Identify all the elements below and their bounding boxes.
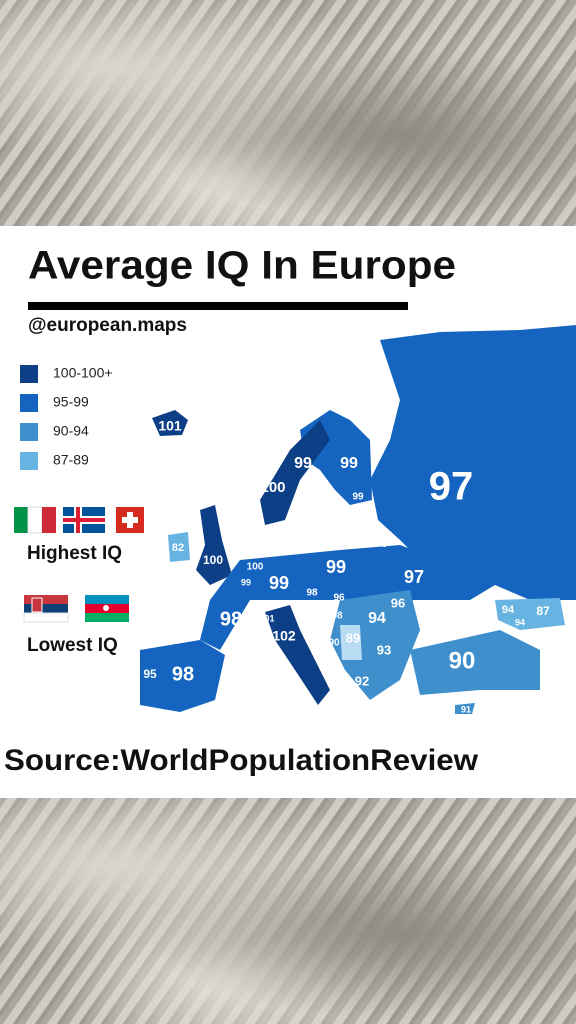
country-label: 82: [172, 542, 184, 554]
map: Average IQ In Europe @european.maps 100-…: [4, 244, 576, 777]
legend: 100-100+ 95-99 90-94 87-89: [20, 365, 113, 470]
western-balkans: [340, 625, 362, 660]
legend-swatch: [20, 452, 38, 470]
title-underline: [28, 302, 408, 310]
country-label: 99: [352, 492, 364, 503]
balkans: [330, 590, 420, 700]
country-label: 100: [247, 562, 264, 573]
country-label: 98: [352, 510, 364, 521]
highlight-label: Lowest IQ: [27, 635, 118, 656]
country-label: 98: [172, 663, 194, 685]
country-label: 98: [331, 611, 343, 622]
ireland: [168, 532, 190, 562]
country-label: 101: [158, 418, 182, 434]
country-label: 91: [461, 704, 471, 714]
legend-label: 95-99: [53, 394, 89, 410]
italy: [265, 605, 330, 705]
map-card: Average IQ In Europe @european.maps 100-…: [0, 226, 576, 798]
background-texture: [0, 0, 576, 226]
flag-azerbaijan: [85, 595, 129, 622]
country-label: 97: [404, 567, 424, 587]
country-label: 97: [372, 534, 390, 551]
country-label: 89: [346, 630, 360, 645]
country-label: 92: [355, 673, 369, 688]
iceland: [152, 410, 188, 436]
flag-italy: [14, 506, 56, 534]
country-label: 95: [143, 667, 157, 681]
legend-swatch: [20, 365, 38, 383]
country-label: 99: [326, 557, 346, 577]
flag-serbia: [23, 595, 69, 623]
uk: [196, 505, 232, 585]
background-texture: [0, 798, 576, 1024]
caucasus: [495, 598, 565, 630]
country-label: 91: [347, 527, 359, 538]
country-label: 98: [306, 588, 318, 599]
legend-label: 87-89: [53, 452, 89, 468]
flag-iceland: [63, 507, 105, 533]
country-label: 99: [269, 573, 289, 593]
norway: [260, 420, 330, 525]
russia: [370, 325, 576, 600]
title: Average IQ In Europe: [28, 244, 456, 288]
country-label: 96: [333, 593, 345, 604]
flag-switzerland: [116, 507, 144, 533]
central-europe: [200, 545, 470, 650]
country-label: 101: [259, 613, 274, 623]
country-label: 100: [301, 608, 318, 619]
country-label: 97: [429, 465, 474, 509]
country-label: 90: [328, 638, 340, 649]
country-label: 96: [391, 595, 405, 610]
handle: @european.maps: [28, 315, 187, 336]
country-label: 102: [272, 628, 296, 644]
legend-swatch: [20, 394, 38, 412]
cyprus: [455, 703, 475, 714]
country-label: 94: [515, 617, 525, 627]
turkey: [410, 630, 540, 695]
country-label: 94: [502, 604, 515, 616]
country-label: 100: [203, 553, 223, 567]
country-label: 99: [294, 455, 312, 472]
iberia: [140, 640, 225, 712]
country-label: 87: [536, 604, 550, 618]
legend-swatch: [20, 423, 38, 441]
legend-label: 90-94: [53, 423, 89, 439]
source: Source:WorldPopulationReview: [4, 744, 479, 777]
country-label: 94: [368, 610, 386, 627]
country-label: 99: [340, 455, 358, 472]
map-labels: 101 99 99 100 97 82 100 99 98 91 97 100 99 99 99 97 98 10…: [143, 418, 550, 715]
legend-label: 100-100+: [53, 365, 113, 381]
highlight-label: Highest IQ: [27, 543, 122, 564]
country-label: 100: [260, 479, 285, 496]
country-label: 98: [220, 608, 242, 630]
country-label: 90: [449, 647, 476, 674]
country-label: 99: [241, 577, 251, 587]
country-label: 93: [377, 642, 391, 657]
countries: [140, 325, 576, 714]
